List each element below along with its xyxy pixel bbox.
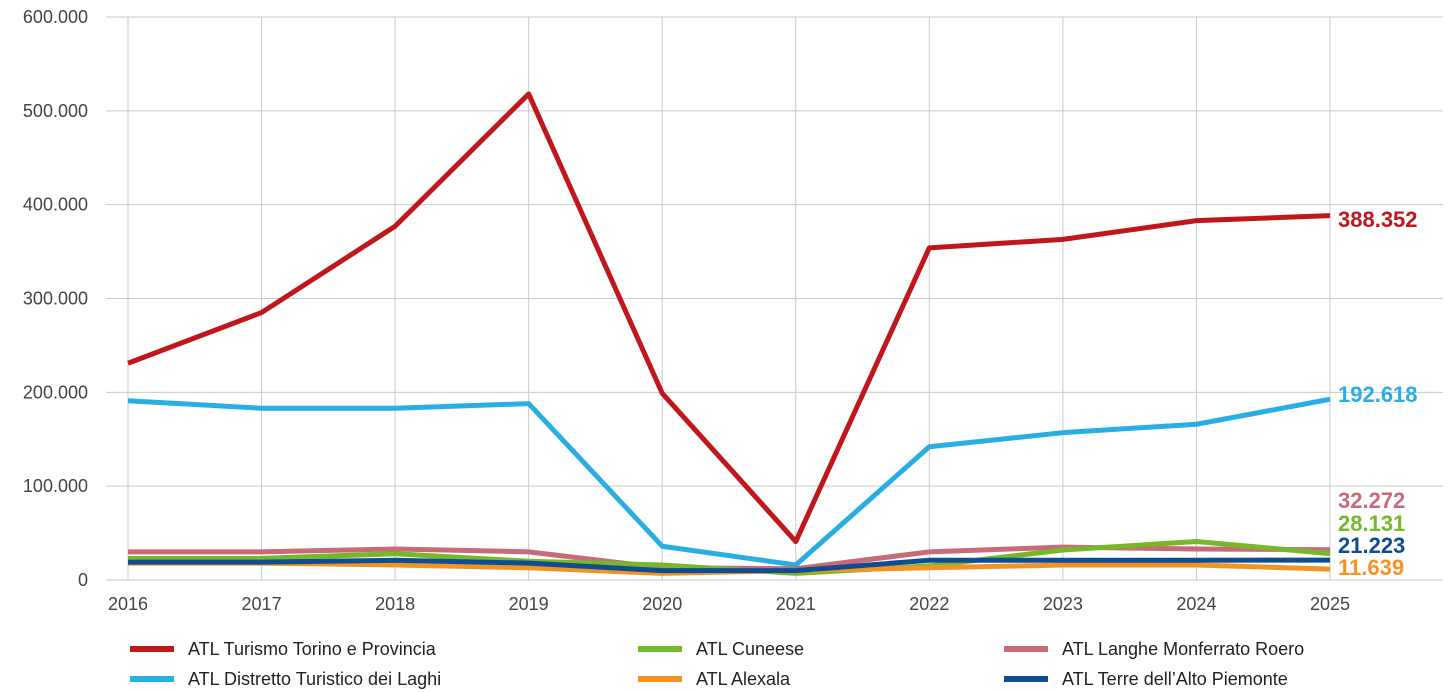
y-tick-label: 200.000 xyxy=(23,382,88,402)
legend-swatch xyxy=(1004,646,1048,652)
x-axis-ticks: 2016 2017 2018 2019 2020 2021 2022 2023 2024 2025 xyxy=(108,594,1350,614)
x-tick-label: 2018 xyxy=(375,594,415,614)
end-value-label: 32.272 xyxy=(1338,488,1405,513)
x-tick-label: 2023 xyxy=(1043,594,1083,614)
end-value-label: 11.639 xyxy=(1338,555,1404,580)
series-line xyxy=(128,557,1331,574)
legend-label: ATL Cuneese xyxy=(696,638,805,659)
legend-swatch xyxy=(1004,676,1048,682)
legend-item-alexala: ATL Alexala xyxy=(638,666,790,692)
legend-item-alto-piemonte: ATL Terre dell’Alto Piemonte xyxy=(1004,666,1288,692)
y-tick-label: 300.000 xyxy=(23,289,88,309)
y-tick-label: 600.000 xyxy=(23,7,88,27)
legend-label: ATL Terre dell’Alto Piemonte xyxy=(1062,668,1288,689)
legend-item-laghi: ATL Distretto Turistico dei Laghi xyxy=(130,666,441,692)
legend-label: ATL Turismo Torino e Provincia xyxy=(188,638,436,659)
legend-item-torino: ATL Turismo Torino e Provincia xyxy=(130,636,436,662)
legend-label: ATL Langhe Monferrato Roero xyxy=(1062,638,1305,659)
line-chart: 0 100.000 200.000 300.000 400.000 500.000 600.… xyxy=(23,7,1443,614)
x-tick-label: 2025 xyxy=(1310,594,1350,614)
legend-item-cuneese: ATL Cuneese xyxy=(638,636,804,662)
y-axis-ticks: 0 100.000 200.000 300.000 400.000 500.000 600.… xyxy=(23,7,88,590)
x-tick-label: 2021 xyxy=(776,594,816,614)
x-tick-label: 2017 xyxy=(242,594,282,614)
x-tick-label: 2024 xyxy=(1176,594,1216,614)
series-line xyxy=(127,91,1331,545)
x-tick-label: 2019 xyxy=(509,594,549,614)
y-tick-label: 500.000 xyxy=(23,101,88,121)
legend-swatch xyxy=(638,676,682,682)
end-value-labels: 388.352 192.618 28.131 11.639 32.272 21.223 xyxy=(1338,207,1418,580)
series-line xyxy=(127,396,1331,568)
x-tick-label: 2022 xyxy=(909,594,949,614)
y-tick-label: 400.000 xyxy=(23,195,88,215)
y-tick-label: 100.000 xyxy=(23,476,88,496)
end-value-label: 388.352 xyxy=(1338,207,1418,232)
end-value-label: 21.223 xyxy=(1338,533,1405,558)
y-tick-label: 0 xyxy=(78,570,88,590)
legend-label: ATL Distretto Turistico dei Laghi xyxy=(188,668,442,689)
end-value-label: 28.131 xyxy=(1338,511,1405,536)
end-value-label: 192.618 xyxy=(1338,382,1418,407)
legend-swatch xyxy=(130,646,174,652)
grid xyxy=(106,16,1443,581)
x-tick-label: 2016 xyxy=(108,594,148,614)
series-lines xyxy=(127,91,1331,576)
legend-swatch xyxy=(638,646,682,652)
legend-item-langhe: ATL Langhe Monferrato Roero xyxy=(1004,636,1304,662)
legend-label: ATL Alexala xyxy=(696,668,791,689)
x-tick-label: 2020 xyxy=(642,594,682,614)
legend-swatch xyxy=(130,676,174,682)
legend: ATL Turismo Torino e Provincia ATL Distr… xyxy=(0,630,1451,690)
